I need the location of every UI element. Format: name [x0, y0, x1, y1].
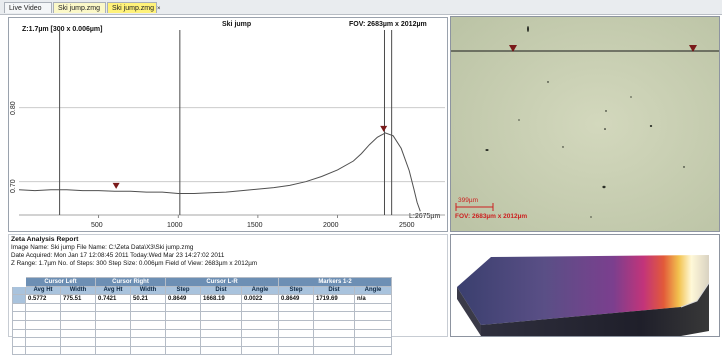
x-tick-label: 500	[91, 222, 103, 229]
table-row[interactable]	[12, 311, 392, 321]
profile-plot[interactable]	[9, 18, 447, 231]
3d-surface-render	[457, 255, 710, 336]
report-z-range-line: Z Range: 1.7µm No. of Steps: 300 Step Si…	[11, 260, 258, 267]
column-header: Dist	[313, 285, 355, 296]
profile-chart-panel[interactable]: Z:1.7µm [300 x 0.006µm] Ski jump FOV: 26…	[8, 17, 448, 232]
measurement-table: Cursor Left Cursor Right Cursor L-R Mark…	[12, 277, 392, 355]
close-tab-icon[interactable]: ×	[157, 6, 161, 12]
profile-line	[18, 132, 421, 212]
column-header: Avg Ht	[25, 285, 61, 296]
table-cell: 0.8649	[165, 294, 201, 304]
surface-side	[481, 283, 709, 336]
table-row[interactable]	[12, 319, 392, 330]
marker-icon[interactable]	[380, 125, 388, 132]
table-cell: 0.7421	[95, 294, 131, 304]
document-tab-bar: Live Video Ski jump.zmg Ski jump.zmg ×	[0, 0, 722, 15]
scale-label: 399µm	[458, 197, 479, 204]
x-tick-label: 2500	[399, 222, 415, 229]
marker-2-icon[interactable]	[689, 45, 697, 52]
table-row[interactable]	[12, 302, 392, 313]
group-header: Cursor Left	[25, 277, 96, 287]
group-header: Markers 1-2	[278, 277, 392, 287]
column-header: Avg Ht	[95, 285, 131, 296]
table-cell: 0.5772	[25, 294, 61, 304]
chart-title: Ski jump	[222, 21, 252, 28]
group-header: Cursor Right	[95, 277, 166, 287]
table-cell: n/a	[354, 294, 392, 304]
length-label: L:2675µm	[409, 213, 441, 220]
table-cell: 1668.19	[200, 294, 242, 304]
column-header: Step	[278, 285, 314, 296]
table-cell: 775.51	[60, 294, 96, 304]
table-cell: 0.8649	[278, 294, 314, 304]
surface-top	[457, 255, 709, 325]
fov-label: FOV: 2683µm x 2012µm	[349, 21, 427, 28]
x-tick-label: 2000	[323, 222, 339, 229]
tab-ski-jump-1[interactable]: Ski jump.zmg	[53, 2, 106, 13]
table-corner	[12, 277, 26, 287]
tab-label: Ski jump.zmg	[112, 5, 155, 12]
microscope-image-panel[interactable]: 399µm FOV: 2683µm x 2012µm	[450, 16, 720, 232]
report-date-line: Date Acquired: Mon Jan 17 12:08:45 2011 …	[11, 252, 225, 259]
3d-view-panel[interactable]	[450, 234, 720, 337]
column-header: Step	[165, 285, 201, 296]
microscope-fov-label: FOV: 2683µm x 2012µm	[455, 213, 528, 220]
row-selector[interactable]	[12, 294, 26, 304]
group-header: Cursor L-R	[165, 277, 279, 287]
column-header: Width	[130, 285, 166, 296]
microscope-image	[451, 17, 719, 231]
column-header: Dist	[200, 285, 242, 296]
surface-specks	[485, 26, 685, 218]
table-row[interactable]	[12, 345, 392, 355]
tab-label: Ski jump.zmg	[58, 5, 101, 12]
report-image-file-line: Image Name: Ski jump File Name: C:\Zeta …	[11, 244, 194, 251]
marker-1-icon[interactable]	[509, 45, 517, 52]
table-row[interactable]: 0.5772 775.51 0.7421 50.21 0.8649 1668.1…	[12, 294, 392, 304]
table-cell: 1719.69	[313, 294, 355, 304]
column-header: Angle	[354, 285, 392, 296]
table-cell: 50.21	[130, 294, 166, 304]
report-title: Zeta Analysis Report	[11, 236, 79, 243]
x-tick-label: 1500	[247, 222, 263, 229]
column-header: Angle	[241, 285, 279, 296]
column-header: Width	[60, 285, 96, 296]
x-tick-label: 1000	[167, 222, 183, 229]
tab-live-video[interactable]: Live Video	[4, 2, 52, 13]
z-range-label: Z:1.7µm [300 x 0.006µm]	[22, 26, 103, 33]
marker-icon[interactable]	[112, 182, 120, 189]
analysis-report-panel: Zeta Analysis Report Image Name: Ski jum…	[8, 234, 448, 355]
tab-ski-jump-2[interactable]: Ski jump.zmg ×	[107, 2, 161, 13]
table-row[interactable]	[12, 337, 392, 347]
tab-label: Live Video	[9, 5, 42, 12]
row-header	[12, 285, 26, 296]
table-cell: 0.0022	[241, 294, 279, 304]
table-row[interactable]	[12, 328, 392, 339]
